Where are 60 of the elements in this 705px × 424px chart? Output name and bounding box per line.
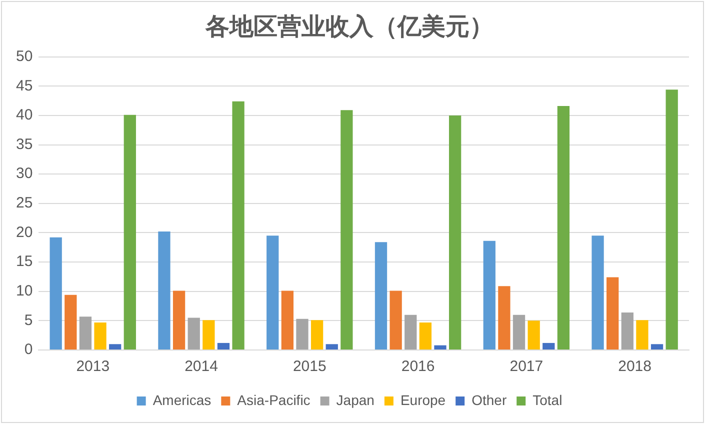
bar (296, 318, 308, 350)
x-tick-label: 2018 (618, 358, 652, 376)
bar (217, 342, 230, 350)
bar (326, 344, 338, 350)
legend-label: Japan (336, 392, 374, 408)
bar (158, 232, 170, 350)
bar (483, 240, 496, 350)
bar (528, 320, 540, 350)
bar (94, 322, 106, 350)
bar (650, 344, 664, 350)
bar (498, 286, 510, 350)
bar (79, 316, 92, 350)
y-tick-label: 15 (16, 253, 33, 270)
legend-label: Americas (152, 392, 212, 408)
bar (557, 106, 570, 350)
legend-label: Other (472, 392, 507, 408)
bar (390, 290, 402, 350)
bar (172, 290, 186, 350)
bar (419, 322, 432, 350)
bar (606, 277, 619, 350)
bar (281, 290, 294, 350)
bar (448, 115, 462, 350)
legend-label: Total (532, 392, 562, 408)
bar (434, 345, 446, 350)
y-tick-label: 45 (16, 77, 33, 94)
y-tick-label: 5 (24, 312, 33, 329)
y-tick-label: 50 (16, 48, 33, 65)
bar (310, 320, 324, 350)
bar (64, 294, 77, 350)
bar (124, 114, 136, 350)
bar (340, 110, 353, 350)
y-tick-label: 0 (24, 341, 33, 358)
bar (404, 314, 417, 350)
bar (542, 342, 555, 350)
bar (592, 236, 604, 350)
legend-label: Europe (400, 392, 446, 408)
x-tick-label: 2014 (184, 358, 218, 376)
chart-title: 各地区营业收入（亿美元） (204, 12, 494, 41)
x-tick-label: 2017 (510, 358, 544, 376)
y-tick-label: 20 (16, 224, 33, 241)
y-tick-label: 25 (16, 194, 33, 212)
bar (266, 236, 279, 350)
bar (202, 320, 215, 350)
bar (109, 344, 122, 350)
y-tick-label: 10 (16, 282, 33, 300)
y-tick-label: 40 (16, 106, 33, 124)
bar (666, 90, 678, 350)
bar (188, 318, 200, 350)
bar (512, 314, 526, 350)
bar (374, 242, 388, 350)
y-tick-label: 35 (16, 136, 33, 153)
x-tick-label: 2015 (292, 358, 326, 376)
y-tick-label: 30 (16, 165, 33, 182)
legend-label: Asia-Pacific (237, 392, 310, 408)
bar (636, 320, 648, 350)
bar (621, 312, 634, 350)
bar (50, 237, 62, 350)
x-tick-label: 2016 (401, 358, 435, 376)
bar (232, 101, 244, 350)
x-tick-label: 2013 (76, 358, 110, 376)
